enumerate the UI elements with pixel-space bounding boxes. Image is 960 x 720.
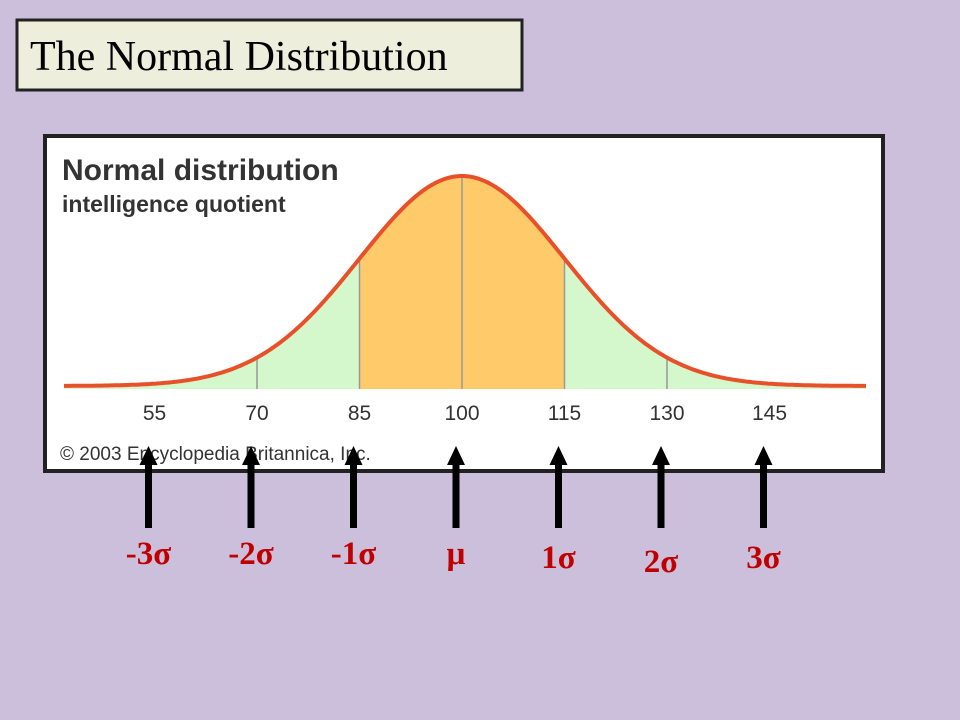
figure-title: Normal distribution bbox=[62, 154, 339, 187]
x-tick-label: 115 bbox=[548, 402, 581, 425]
slide-title: The Normal Distribution bbox=[30, 34, 448, 80]
x-tick-label: 100 bbox=[444, 402, 479, 425]
arrow-head bbox=[549, 446, 568, 465]
tail-area bbox=[64, 258, 360, 389]
tick-group: 55 -3σ 70 -2σ 85 -1σ 100 μ 115 1σ 130 2σ 145 3σ bbox=[126, 402, 787, 580]
tail-area bbox=[564, 258, 866, 389]
arrow-head bbox=[447, 446, 465, 465]
arrow-head bbox=[754, 446, 773, 465]
arrow-head bbox=[344, 446, 363, 465]
sigma-label: μ bbox=[447, 536, 466, 572]
x-tick-label: 85 bbox=[348, 402, 371, 425]
x-tick-label: 70 bbox=[245, 402, 268, 425]
figure-credit: © 2003 Encyclopedia Britannica, Inc. bbox=[60, 444, 371, 465]
sigma-label: -1σ bbox=[331, 536, 376, 572]
title-box bbox=[15, 18, 524, 92]
sigma-label: -2σ bbox=[228, 536, 273, 572]
x-tick-label: 145 bbox=[752, 402, 787, 425]
arrow-head bbox=[139, 446, 158, 465]
x-tick-label: 55 bbox=[143, 402, 166, 425]
figure-subtitle: intelligence quotient bbox=[62, 191, 286, 217]
arrow-head bbox=[652, 446, 670, 465]
sigma-label: -3σ bbox=[126, 536, 171, 572]
sigma-label: 2σ bbox=[644, 544, 679, 580]
x-tick-label: 130 bbox=[649, 402, 684, 425]
arrow-head bbox=[242, 446, 260, 465]
sigma-label: 1σ bbox=[541, 540, 576, 576]
bell-curve bbox=[64, 174, 866, 388]
sigma-label: 3σ bbox=[746, 540, 781, 576]
curve-group bbox=[64, 174, 866, 389]
